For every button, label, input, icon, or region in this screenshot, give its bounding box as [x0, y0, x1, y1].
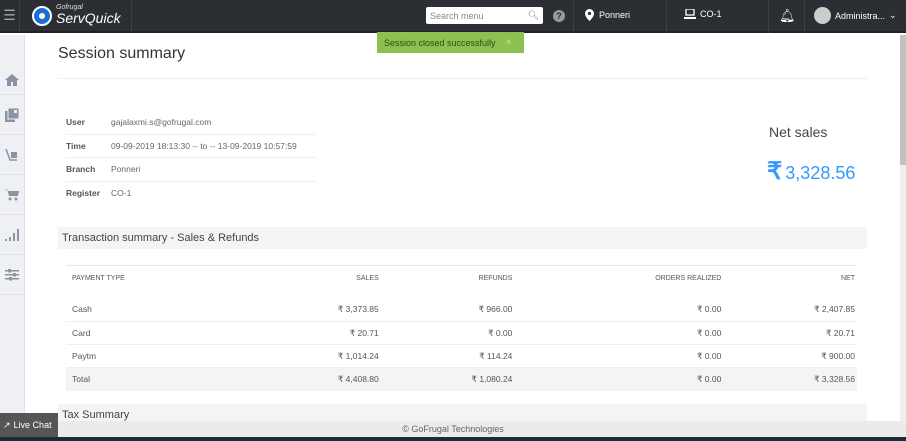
live-chat-label: Live Chat — [13, 420, 52, 430]
sidebar-item-home[interactable] — [0, 35, 24, 95]
table-cell: Total — [66, 367, 248, 391]
taskbar — [0, 437, 906, 441]
table-cell: ₹ 0.00 — [514, 344, 724, 368]
scrollbar-thumb[interactable] — [900, 35, 906, 165]
success-toast: Session closed successfully × — [377, 32, 524, 53]
brand-name: ServQuick — [56, 10, 121, 26]
field-label: User — [66, 117, 85, 128]
inventory-icon — [5, 148, 17, 161]
table-row: Card ₹ 20.71 ₹ 0.00 ₹ 0.00 ₹ 20.71 — [66, 321, 857, 345]
table-cell: ₹ 966.00 — [380, 291, 515, 322]
session-time-row: Time 09-09-2019 18:13:30 -- to -- 13-09-2… — [66, 135, 316, 158]
session-details: User gajalaxmi.s@gofrugal.com Time 09-09-2… — [66, 111, 316, 205]
sidebar-item-cart[interactable] — [0, 175, 24, 215]
scrollbar[interactable] — [900, 35, 906, 421]
table-cell: ₹ 900.00 — [723, 344, 857, 368]
table-cell: ₹ 0.00 — [514, 367, 724, 391]
column-header: REFUNDS — [478, 275, 513, 283]
session-register-row: Register CO-1 — [66, 182, 316, 206]
sidebar-item-analytics[interactable] — [0, 215, 24, 255]
field-value: Ponneri — [111, 164, 141, 175]
table-header-row: PAYMENT TYPE SALES REFUNDS ORDERS REALIZ… — [66, 266, 857, 292]
column-header: NET — [841, 275, 855, 283]
table-row: Cash ₹ 3,373.85 ₹ 966.00 ₹ 0.00 ₹ 2,407.85 — [66, 291, 857, 322]
column-header: SALES — [356, 275, 379, 283]
session-branch-row: Branch Ponneri — [66, 158, 316, 182]
register-selector[interactable]: CO-1 — [684, 9, 722, 19]
location-selector[interactable]: Ponneri — [585, 9, 630, 21]
settings-icon — [5, 268, 19, 280]
table-cell: ₹ 1,014.24 — [247, 344, 381, 368]
table-cell: ₹ 4,408.80 — [247, 367, 381, 391]
analytics-icon — [5, 228, 19, 241]
table-cell: ₹ 20.71 — [723, 321, 857, 345]
field-value: CO-1 — [111, 188, 132, 199]
table-cell: ₹ 20.71 — [247, 321, 381, 345]
external-link-icon: ↗︎ — [3, 419, 11, 430]
rupee-icon: ₹ — [767, 158, 783, 185]
live-chat-button[interactable]: ↗︎ Live Chat — [0, 413, 58, 437]
help-icon[interactable]: ? — [553, 10, 565, 22]
table-cell: ₹ 0.00 — [514, 321, 724, 345]
transaction-table: PAYMENT TYPE SALES REFUNDS ORDERS REALIZ… — [66, 265, 857, 391]
notification-bell-icon[interactable]: 🔔︎ — [779, 8, 796, 23]
location-pin-icon — [585, 9, 594, 21]
table-cell: ₹ 114.24 — [380, 344, 515, 368]
net-sales-amount: 3,328.56 — [785, 163, 856, 183]
avatar — [814, 7, 831, 24]
sidebar-item-reports[interactable] — [0, 95, 24, 135]
column-header: ORDERS REALIZED — [655, 275, 722, 283]
field-label: Time — [66, 140, 86, 151]
divider — [58, 78, 867, 79]
table-cell: ₹ 2,407.85 — [723, 291, 857, 322]
table-cell: ₹ 3,328.56 — [723, 367, 857, 391]
user-name: Administra... — [835, 10, 886, 21]
cart-icon — [5, 189, 19, 201]
toast-message: Session closed successfully — [384, 37, 496, 48]
reports-icon — [5, 107, 19, 122]
home-icon — [5, 74, 19, 86]
close-icon[interactable]: × — [505, 37, 512, 48]
column-header: PAYMENT TYPE — [72, 275, 125, 283]
table-row: Paytm ₹ 1,014.24 ₹ 114.24 ₹ 0.00 ₹ 900.00 — [66, 344, 857, 368]
net-sales-label: Net sales — [769, 124, 828, 140]
user-menu[interactable]: Administra... ⌄ — [814, 7, 897, 24]
field-label: Register — [66, 188, 101, 199]
chevron-down-icon: ⌄ — [889, 10, 897, 20]
sidebar — [0, 35, 25, 421]
menu-icon[interactable]: ☰ — [0, 0, 20, 32]
location-label: Ponneri — [599, 10, 631, 20]
search-input[interactable]: Search menu 🔍︎ — [426, 7, 543, 24]
search-icon[interactable]: 🔍︎ — [527, 10, 539, 20]
page-title: Session summary — [58, 45, 186, 62]
net-sales-value: ₹3,328.56 — [767, 157, 855, 186]
main-content: Session summary User gajalaxmi.s@gofrugal… — [26, 35, 900, 421]
field-value: 09-09-2019 18:13:30 -- to -- 13-09-2019 … — [111, 140, 297, 151]
tax-summary-header: Tax Summary — [58, 404, 867, 421]
table-cell: ₹ 0.00 — [380, 321, 515, 345]
logo[interactable]: Gofrugal ServQuick — [32, 0, 132, 32]
top-bar: ☰ Gofrugal ServQuick Search menu 🔍︎ ? Ponn… — [0, 0, 906, 33]
table-cell: ₹ 3,373.85 — [247, 291, 381, 322]
table-cell: Cash — [66, 291, 248, 322]
brand-small: Gofrugal — [56, 4, 83, 11]
table-total-row: Total ₹ 4,408.80 ₹ 1,080.24 ₹ 0.00 ₹ 3,328.5… — [66, 367, 857, 391]
footer: © GoFrugal Technologies — [0, 421, 906, 437]
transaction-summary-header: Transaction summary - Sales & Refunds — [58, 227, 867, 249]
sidebar-item-inventory[interactable] — [0, 135, 24, 175]
table-cell: Paytm — [66, 344, 248, 368]
field-value: gajalaxmi.s@gofrugal.com — [111, 117, 212, 128]
field-label: Branch — [66, 164, 96, 175]
search-placeholder: Search menu — [430, 10, 484, 21]
session-user-row: User gajalaxmi.s@gofrugal.com — [66, 111, 316, 135]
logo-icon — [32, 5, 52, 26]
register-icon — [684, 9, 696, 19]
table-cell: Card — [66, 321, 248, 345]
table-cell: ₹ 1,080.24 — [380, 367, 515, 391]
table-cell: ₹ 0.00 — [514, 291, 724, 322]
sidebar-item-settings[interactable] — [0, 255, 24, 295]
register-label: CO-1 — [700, 9, 722, 19]
